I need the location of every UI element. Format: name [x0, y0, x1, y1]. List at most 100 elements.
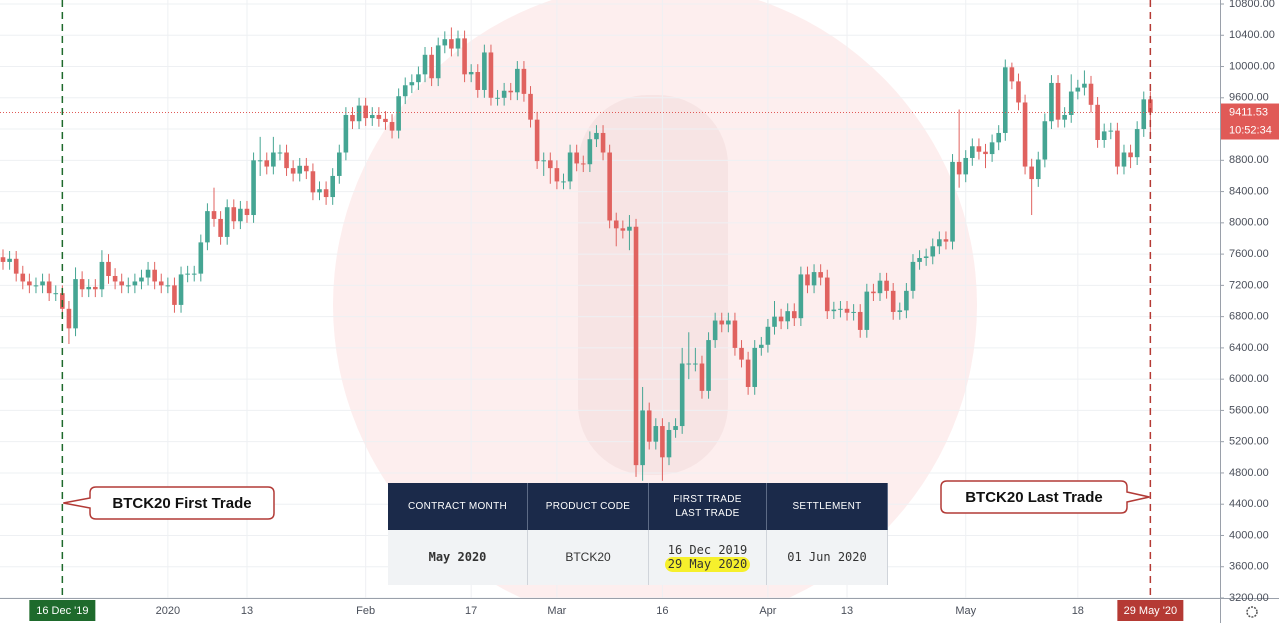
candle-body [620, 228, 626, 231]
candle-body [752, 347, 758, 387]
candle-body [943, 239, 949, 242]
candle-body [99, 261, 105, 290]
candle-body [1068, 91, 1074, 115]
candle-body [317, 189, 322, 193]
y-tick-label: 5600.00 [1229, 404, 1269, 416]
candle-body [679, 363, 685, 427]
y-tick-label: 4800.00 [1229, 467, 1269, 479]
candle-body [996, 132, 1001, 143]
x-tick-label: 13 [241, 605, 253, 617]
candle-body [310, 171, 316, 193]
candle-body [66, 308, 72, 329]
candle-body [112, 275, 118, 282]
y-tick-label: 9600.00 [1229, 92, 1269, 104]
candle-body [989, 142, 995, 155]
candle-body [1082, 83, 1087, 88]
x-tick-label: 29 May '20 [1124, 605, 1177, 617]
callout-box [940, 480, 1150, 514]
candle-body [864, 291, 870, 330]
cell-text: BTCK20 [565, 550, 611, 564]
candle-body [409, 82, 415, 86]
y-tick-label: 6000.00 [1229, 373, 1269, 385]
candle-body [726, 320, 731, 325]
candle-body [277, 152, 283, 154]
candle-body [732, 320, 738, 348]
candle-body [904, 290, 909, 311]
table-cell: 16 Dec 2019 29 May 2020 [649, 530, 767, 585]
candle-body [561, 181, 566, 183]
candle-body [488, 52, 494, 98]
candle-body [158, 281, 164, 286]
event-label-bg [1117, 600, 1184, 621]
candle-body [475, 71, 481, 90]
candle-body [73, 279, 78, 329]
table-cell: 01 Jun 2020 [767, 530, 888, 585]
candle-body [53, 293, 59, 295]
table-header: PRODUCT CODE [528, 483, 649, 530]
candle-body [765, 326, 771, 345]
candle-body [508, 90, 514, 93]
candle-body [818, 272, 823, 278]
y-tick-label: 6400.00 [1229, 342, 1269, 354]
header-text: FIRST TRADE [673, 493, 742, 505]
candle-body [910, 261, 916, 291]
candle-body [304, 165, 309, 172]
candle-body [1095, 104, 1100, 140]
candle-body [495, 97, 500, 99]
header-text: LAST TRADE [675, 507, 740, 519]
candle-body [297, 165, 303, 174]
candle-body [739, 347, 744, 360]
candle-body [567, 152, 573, 182]
candle-body [40, 281, 45, 286]
candle-body [1062, 114, 1067, 120]
header-text: CONTRACT MONTH [407, 500, 507, 512]
candle-body [785, 311, 790, 322]
candle-body [528, 93, 533, 120]
candle-body [435, 45, 441, 79]
candle-body [857, 311, 863, 330]
candle-body [660, 426, 665, 458]
candle-body [501, 90, 507, 98]
candle-body [970, 146, 975, 158]
candle-body [976, 146, 982, 152]
candle-body [106, 261, 111, 276]
candle-body [693, 363, 698, 365]
candle-body [963, 157, 969, 175]
candle-body [356, 105, 362, 122]
candle-body [1022, 102, 1028, 167]
candle-body [1121, 152, 1127, 167]
y-tick-label: 6800.00 [1229, 311, 1269, 323]
candle-body [462, 38, 467, 75]
candle-body [178, 274, 184, 305]
highlighted-cell-text: 29 May 2020 [664, 556, 751, 572]
candle-body [172, 285, 177, 305]
candle-body [541, 160, 547, 162]
y-tick-label: 7200.00 [1229, 279, 1269, 291]
cell-text: May 2020 [428, 550, 487, 564]
table-header: SETTLEMENT [767, 483, 888, 530]
candle-body [238, 208, 243, 222]
candle-body [653, 426, 659, 442]
settings-icon [1246, 606, 1258, 618]
candle-body [666, 429, 672, 458]
candle-body [1148, 99, 1153, 113]
candle-body [198, 242, 204, 274]
candle-body [917, 258, 922, 262]
table-cell: May 2020 [388, 530, 528, 585]
candle-body [1002, 67, 1008, 133]
contract-table: CONTRACT MONTH PRODUCT CODE FIRST TRADE L… [388, 483, 888, 585]
candle-body [607, 152, 612, 221]
candle-body [402, 85, 408, 97]
candle-body [1042, 121, 1048, 160]
candle-body [534, 119, 540, 162]
candle-body [798, 274, 804, 319]
candle-body [383, 118, 388, 123]
candle-body [686, 363, 692, 365]
candle-body [251, 160, 256, 216]
candle-body [290, 168, 296, 174]
x-tick-label: Mar [547, 605, 566, 617]
y-tick-label: 4000.00 [1229, 529, 1269, 541]
y-tick-label: 10400.00 [1229, 29, 1275, 41]
candle-body [838, 308, 843, 310]
candle-body [271, 152, 276, 167]
